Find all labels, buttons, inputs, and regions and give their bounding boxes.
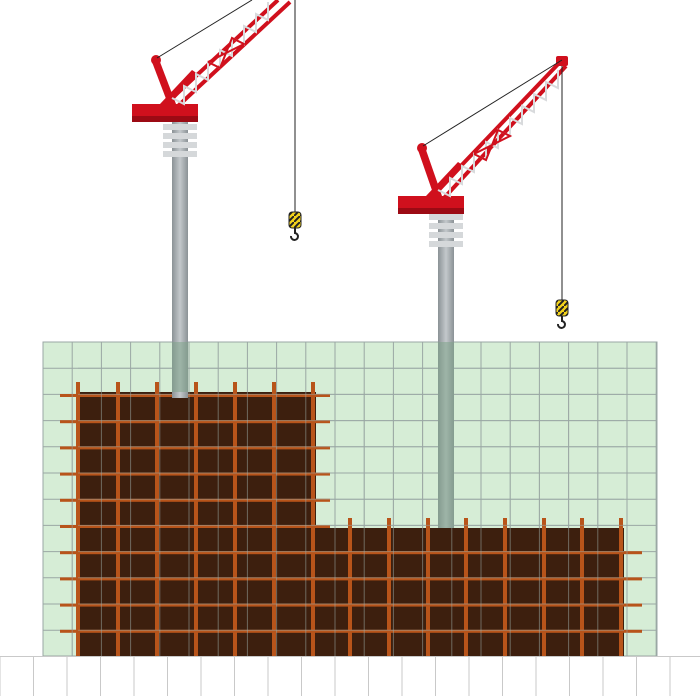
crane-hook-right (555, 299, 569, 329)
building-frame (42, 341, 657, 656)
crane-hook-left (288, 211, 302, 241)
ground-fence (0, 656, 700, 696)
tower-crane-left (132, 0, 296, 398)
